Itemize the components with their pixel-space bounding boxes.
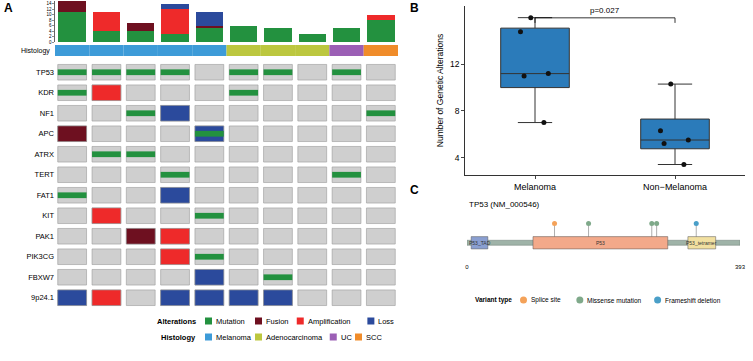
svg-text:B: B (410, 1, 419, 15)
svg-text:Alterations: Alterations (157, 317, 196, 326)
svg-text:12: 12 (46, 7, 52, 12)
svg-text:8: 8 (455, 106, 460, 116)
svg-text:Mutation: Mutation (216, 317, 245, 326)
svg-text:Missense mutation: Missense mutation (587, 297, 642, 304)
svg-text:Loss: Loss (378, 317, 394, 326)
svg-text:SCC: SCC (366, 333, 382, 342)
svg-text:Fusion: Fusion (266, 317, 289, 326)
svg-text:PIK3CG: PIK3CG (26, 252, 54, 261)
svg-text:8: 8 (49, 18, 52, 23)
svg-text:4: 4 (49, 29, 52, 34)
svg-text:P53_tetramer: P53_tetramer (686, 240, 717, 246)
svg-text:ATRX: ATRX (35, 150, 54, 159)
svg-text:4: 4 (455, 152, 460, 162)
svg-text:Melanoma: Melanoma (216, 333, 252, 342)
svg-text:0: 0 (465, 264, 469, 270)
svg-text:TP53 (NM_000546): TP53 (NM_000546) (469, 200, 540, 209)
svg-text:Splice site: Splice site (531, 296, 561, 304)
svg-text:P53: P53 (596, 240, 605, 246)
svg-text:TERT: TERT (35, 170, 55, 179)
svg-text:Amplification: Amplification (308, 317, 351, 326)
svg-text:APC: APC (39, 129, 55, 138)
svg-text:P53_TAD: P53_TAD (469, 240, 491, 246)
svg-text:Adenocarcinoma: Adenocarcinoma (266, 333, 323, 342)
svg-text:UC: UC (341, 333, 352, 342)
svg-text:Non−Melanoma: Non−Melanoma (643, 182, 707, 192)
svg-text:14: 14 (46, 1, 52, 6)
svg-text:393: 393 (735, 264, 746, 270)
svg-text:p=0.027: p=0.027 (590, 6, 620, 15)
svg-text:PAK1: PAK1 (35, 232, 54, 241)
svg-text:NF1: NF1 (40, 109, 54, 118)
svg-text:Frameshift deletion: Frameshift deletion (665, 297, 721, 304)
svg-text:KIT: KIT (42, 211, 54, 220)
svg-text:10: 10 (46, 12, 52, 17)
svg-text:KDR: KDR (38, 88, 54, 97)
svg-text:FBXW7: FBXW7 (28, 273, 54, 282)
svg-text:C: C (410, 183, 419, 197)
svg-text:FAT1: FAT1 (37, 191, 54, 200)
svg-text:2: 2 (49, 34, 52, 39)
svg-text:A: A (4, 1, 13, 15)
svg-text:Histology: Histology (161, 333, 196, 342)
svg-text:9p24.1: 9p24.1 (31, 293, 54, 302)
svg-text:Melanoma: Melanoma (514, 182, 556, 192)
svg-text:TP53: TP53 (36, 68, 54, 77)
svg-text:12: 12 (450, 59, 460, 69)
svg-text:Histology: Histology (21, 47, 50, 55)
svg-text:0: 0 (49, 40, 52, 45)
svg-text:6: 6 (49, 23, 52, 28)
svg-text:Variant type: Variant type (475, 296, 512, 304)
svg-text:Number of Genetic Alterations: Number of Genetic Alterations (435, 34, 445, 147)
